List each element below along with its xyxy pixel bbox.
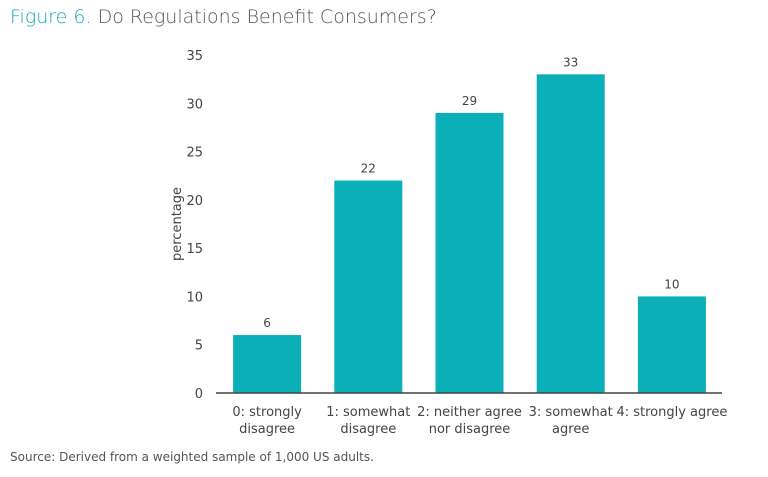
- data-label: 29: [462, 94, 477, 108]
- data-label: 10: [664, 277, 679, 291]
- y-tick-label: 25: [186, 146, 203, 161]
- title-text: Do Regulations Benefit Consumers?: [97, 6, 437, 28]
- x-tick-label: disagree: [340, 422, 396, 437]
- x-tick-label: agree: [552, 422, 589, 437]
- chart-title: Figure 6. Do Regulations Benefit Consume…: [10, 6, 437, 28]
- x-tick-label: 1: somewhat: [326, 405, 410, 420]
- y-tick-label: 30: [186, 97, 203, 112]
- x-tick-label: 2: neither agree: [417, 405, 522, 420]
- y-axis-label: percentage: [170, 187, 185, 261]
- x-tick-label: 4: strongly agree: [616, 405, 727, 420]
- x-tick-label: disagree: [239, 422, 295, 437]
- x-tick-label: 0: strongly: [232, 405, 302, 420]
- x-tick-label: nor disagree: [429, 422, 511, 437]
- bar: [334, 180, 403, 393]
- bar: [536, 74, 605, 394]
- data-label: 6: [263, 316, 271, 330]
- x-tick-label: 3: somewhat: [529, 405, 613, 420]
- y-tick-label: 5: [195, 339, 203, 354]
- bar: [233, 335, 302, 393]
- figure-number: Figure 6.: [10, 6, 92, 28]
- y-tick-label: 0: [195, 387, 203, 402]
- bar: [637, 296, 706, 393]
- data-label: 33: [563, 55, 578, 69]
- y-tick-label: 15: [186, 242, 203, 257]
- y-tick-label: 35: [186, 49, 203, 64]
- y-tick-label: 10: [186, 290, 203, 305]
- data-label: 22: [361, 162, 376, 176]
- bar: [435, 112, 504, 393]
- source-note: Source: Derived from a weighted sample o…: [10, 450, 374, 464]
- y-tick-label: 20: [186, 194, 203, 209]
